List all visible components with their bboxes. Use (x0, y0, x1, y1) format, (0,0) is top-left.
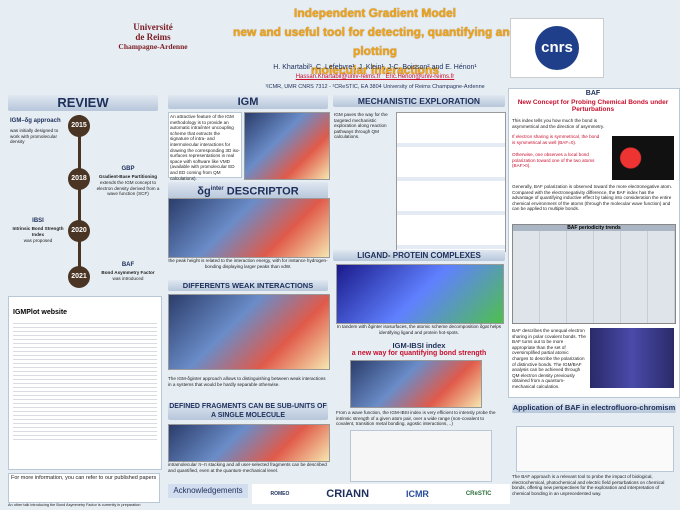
figure (612, 136, 674, 180)
university-line: Champagne-Ardenne (118, 42, 188, 51)
timeline-sublabel: Intrinsic Bond Strength Index (12, 226, 64, 237)
ibsi-text: From a wave function, the IGM-IBSI index… (336, 410, 496, 427)
section-heading: δginter DESCRIPTOR (168, 182, 328, 199)
caption: the peak height is related to the intera… (168, 258, 328, 269)
caption: In tandem with δginter isosurfaces, the … (336, 324, 502, 335)
fragments-text: intramolecular π–π stacking and all user… (168, 462, 327, 473)
title-line: Independent Gradient Model (293, 6, 456, 20)
website-screenshot: IGMPlot website (8, 296, 162, 470)
figure (350, 430, 492, 482)
figure (516, 426, 674, 472)
superscript: inter (210, 186, 224, 192)
section-heading: MECHANISTIC EXPLORATION (333, 95, 505, 107)
year: 2015 (68, 115, 90, 137)
figure (244, 112, 330, 180)
section-heading: DEFINED FRAGMENTS CAN BE SUB-UNITS OF A … (168, 402, 328, 420)
acknowledgements: Acknowledgements (168, 484, 248, 498)
section-heading: Application of BAF in electrofluoro-chro… (512, 403, 676, 413)
table-title: BAF periodicity trends (513, 225, 675, 231)
timeline-text: was initially designed to work with prom… (10, 128, 59, 145)
timeline-text: was introduced (112, 276, 144, 281)
cnrs-logo: cnrs (510, 18, 604, 78)
timeline-sublabel: Bond Asymmetry Factor (101, 270, 155, 275)
title: Independent Gradient Model new and usefu… (215, 4, 535, 80)
figure (336, 264, 504, 324)
figure (168, 294, 330, 370)
year: 2021 (68, 266, 90, 288)
emails: Hassan.Khartabil@univ-reims.fr Eric.Heno… (215, 74, 535, 80)
subtitle: New Concept for Probing Chemical Bonds u… (517, 99, 669, 113)
baf-intro: This index tells you how much the bond i… (512, 118, 605, 129)
website-title: IGMPlot website (13, 309, 68, 316)
authors: H. Khartabil¹, C. Lefebvre¹, J. Klein¹, … (273, 64, 477, 71)
igm-text: An attractive feature of the IGM methodo… (168, 112, 242, 181)
heading-text: DESCRIPTOR (226, 185, 299, 198)
email: Eric.Henon@univ-reims.fr (385, 74, 455, 80)
footer-note: An other talk introducing the Bond Asymm… (8, 503, 141, 507)
baf-table: BAF periodicity trends (512, 224, 676, 324)
timeline-label: GBP (121, 166, 135, 172)
logo: CRIANN (326, 488, 370, 500)
section-heading: REVIEW (8, 95, 158, 111)
section-heading: IGM-IBSI index (392, 341, 446, 350)
university-line: de Reims (135, 32, 171, 42)
timeline-label: BAF (121, 262, 135, 268)
section-heading: DIFFERENTS WEAK INTERACTIONS (168, 280, 328, 291)
weak-text: The IGM-δginter approach allows to disti… (168, 376, 326, 387)
symbol: δg (197, 185, 211, 198)
cnrs-text: cnrs (535, 26, 579, 70)
timeline-line (78, 115, 81, 285)
logo: ICMR (405, 489, 429, 499)
figure (590, 328, 674, 388)
section-heading: LIGAND- PROTEIN COMPLEXES (333, 250, 505, 261)
figure (350, 360, 482, 408)
website-text-lines (13, 320, 157, 440)
baf-describe: BAF describes the unequal electron shari… (512, 328, 586, 389)
mechanistic-text: IGM paves the way for the targeted mecha… (334, 112, 388, 140)
more-info: For more information, you can refer to o… (8, 473, 160, 503)
email: Hassan.Khartabil@univ-reims.fr (295, 74, 381, 80)
logos: ROMEO CRIANN ICMR CReSTIC (252, 484, 510, 504)
year: 2020 (68, 220, 90, 242)
subtitle: a new way for quantifying bond strength (351, 350, 487, 357)
baf-text: Generally, BAF polarization is observed … (512, 184, 673, 212)
bullet: If electron sharing is symmetrical, the … (512, 134, 600, 145)
university-logo: Université de Reims Champagne-Ardenne (98, 22, 208, 51)
figure (168, 198, 330, 258)
figure (396, 112, 506, 252)
university-line: Université (133, 22, 173, 32)
timeline-label: IBSI (32, 218, 44, 224)
timeline-text: extends the IGM concept to electron dens… (96, 180, 160, 197)
figure (168, 424, 330, 462)
section-heading: IGM (168, 95, 328, 109)
year: 2018 (68, 168, 90, 190)
section-heading: BAF (585, 90, 601, 97)
logo: CReSTIC (465, 491, 492, 497)
timeline-sublabel: Gradient-Base Partitioning (98, 174, 158, 179)
affiliation: ¹ICMR, UMR CNRS 7312 - ²CReSTIC, EA 3804… (265, 84, 485, 90)
title-line: molecular interactions (310, 63, 440, 77)
timeline-text: was proposed (23, 238, 53, 243)
logo: ROMEO (270, 491, 290, 497)
title-line: new and useful tool for detecting, quant… (233, 25, 517, 58)
timeline-label: IGM–δg approach (10, 118, 61, 124)
conclusion: The BAF approach is a relevant tool to p… (512, 474, 665, 496)
bullet: Otherwise, one observes a local bond pol… (512, 152, 595, 169)
